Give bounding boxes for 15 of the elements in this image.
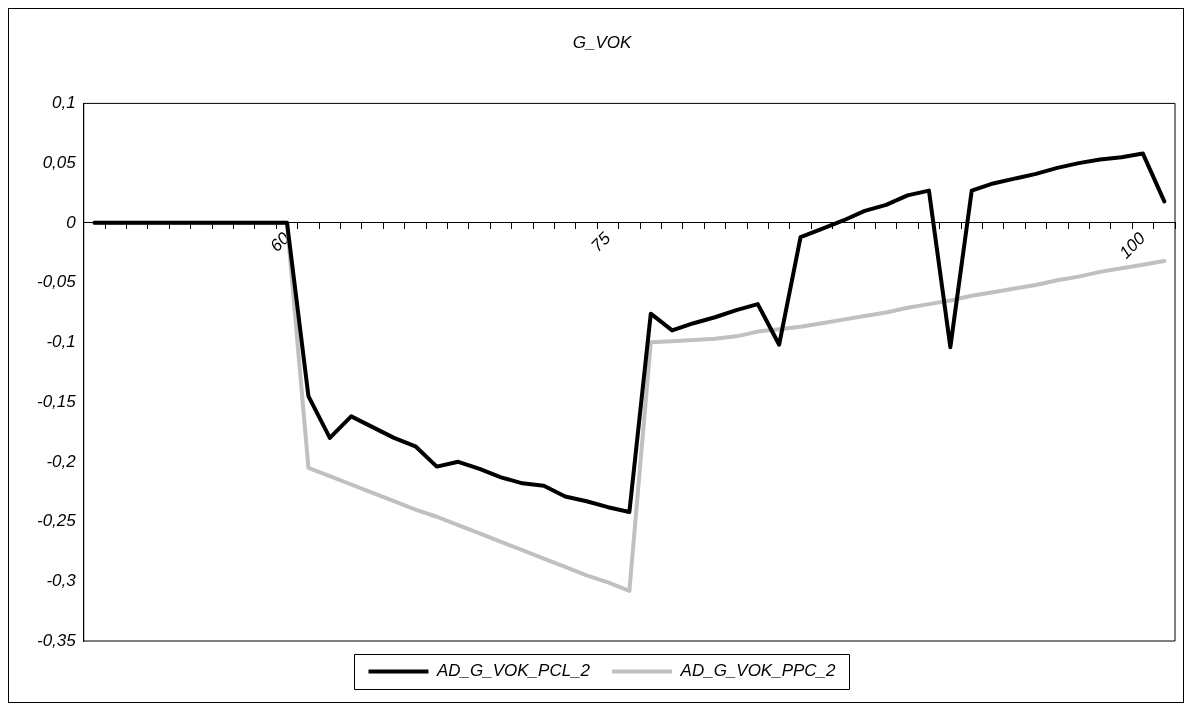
y-tick-label: -0,25 (37, 511, 77, 531)
y-tick-label: -0,3 (46, 571, 77, 590)
y-tick-label: -0,1 (46, 332, 76, 352)
y-tick-label: -0,35 (37, 630, 77, 650)
y-tick-label: 0,1 (52, 93, 76, 113)
legend-label: AD_G_VOK_PPC_2 (679, 661, 837, 681)
y-tick-label: 0,05 (42, 152, 77, 172)
y-tick-label: -0,15 (37, 391, 77, 411)
y-tick-label: -0,05 (37, 272, 77, 292)
x-tick-label: 100 (1115, 228, 1150, 263)
legend-label: AD_G_VOK_PCL_2 (435, 661, 591, 681)
chart-title: G_VOK (572, 32, 632, 52)
y-tick-label: 0 (66, 212, 77, 232)
x-tick-label: 75 (587, 228, 615, 256)
y-tick-label: -0,2 (46, 451, 77, 471)
